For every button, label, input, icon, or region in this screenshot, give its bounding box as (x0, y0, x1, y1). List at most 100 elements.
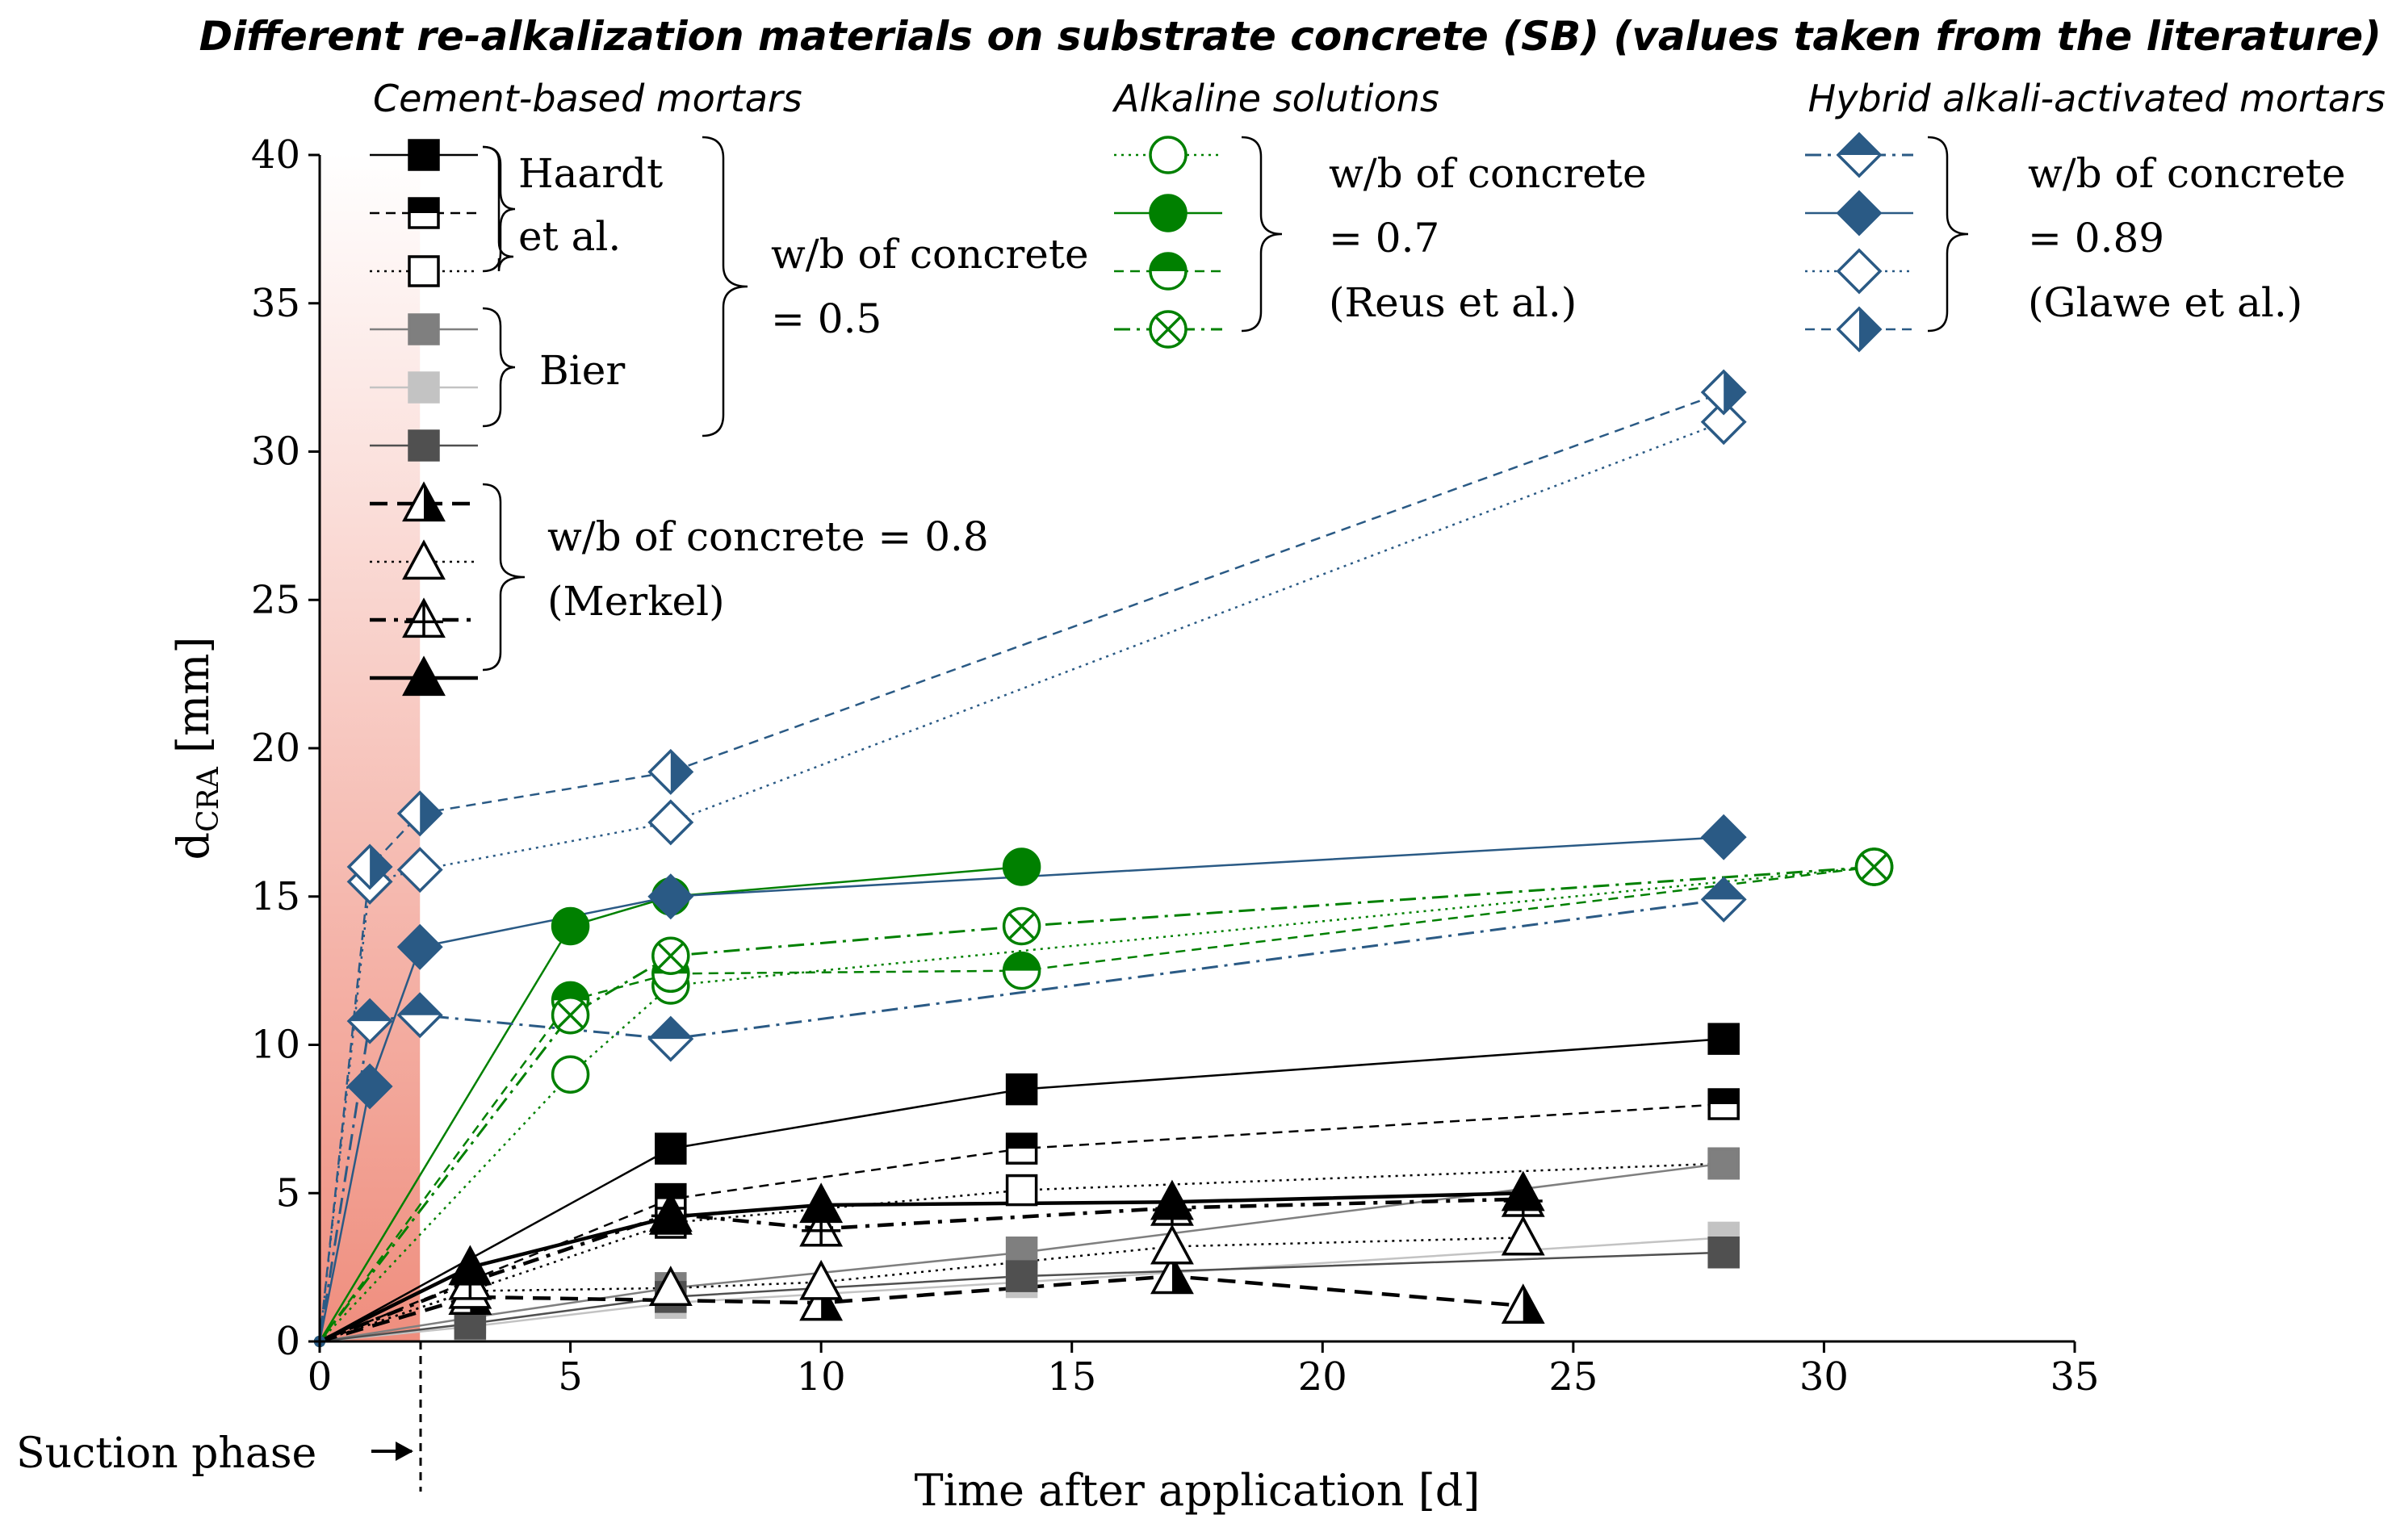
annotation-merkel-line2: (Merkel) (547, 578, 725, 625)
series-1-point (1005, 1073, 1038, 1106)
series-14-point (551, 996, 590, 1035)
legend-marker-cement-1 (408, 139, 440, 171)
series-line-7 (319, 1274, 1523, 1344)
legend-marker-cement-5 (408, 371, 440, 404)
series-12-point (1002, 847, 1041, 886)
series-11-point (551, 1055, 590, 1094)
legend-marker-cement-3 (408, 255, 440, 287)
series-8-point (1150, 1224, 1194, 1265)
x-tick-label: 30 (1799, 1354, 1849, 1400)
series-10-point (1150, 1179, 1194, 1220)
annotation-reus-line3: (Reus et al.) (1329, 279, 1577, 326)
series-14-point (1002, 906, 1041, 946)
y-tick-label: 5 (275, 1170, 300, 1216)
brace-bier (482, 307, 516, 428)
series-16-point (346, 1063, 393, 1110)
series-3-point (1005, 1174, 1038, 1207)
series-line-11 (319, 865, 1874, 1342)
legend-group-cement: Cement-based mortars (373, 77, 802, 120)
annotation-merkel-line1: w/b of concrete = 0.8 (547, 513, 989, 560)
series-line-8 (319, 1237, 1523, 1343)
y-tick-label: 10 (251, 1023, 300, 1068)
legend-marker-alkaline-1 (1149, 136, 1188, 174)
annotation-haardt-line2: et al. (518, 213, 621, 260)
x-tick-label: 35 (2050, 1354, 2099, 1400)
x-tick-label: 25 (1548, 1354, 1598, 1400)
legend-marker-alkaline-4 (1149, 310, 1188, 349)
series-14-point (651, 936, 690, 975)
legend-marker-alkaline-3 (1149, 252, 1188, 291)
series-8-point (1501, 1215, 1545, 1256)
y-tick-label: 30 (251, 429, 300, 475)
legend-marker-cement-7 (402, 481, 446, 522)
x-tick-label: 0 (308, 1354, 333, 1400)
chart-title: Different re-alkalization materials on s… (199, 13, 2381, 60)
legend-marker-alkaline-2 (1149, 194, 1188, 232)
legend-marker-cement-6 (408, 429, 440, 462)
series-17-point (1700, 399, 1747, 446)
annotation-glawe-line1: w/b of concrete (2028, 150, 2346, 197)
legend-marker-cement-2 (408, 197, 440, 229)
legend-marker-cement-10 (402, 655, 446, 697)
series-2-point (1707, 1088, 1740, 1120)
series-15-point (396, 992, 443, 1039)
brace-merkel (482, 483, 526, 672)
series-10-point (448, 1245, 492, 1286)
x-tick-label: 15 (1047, 1354, 1096, 1400)
series-17-point (396, 847, 443, 893)
series-15-point (346, 998, 393, 1044)
legend-marker-cement-9 (402, 597, 446, 638)
y-tick-label: 25 (251, 577, 300, 622)
series-8-point (648, 1266, 693, 1306)
annotation-reus-line1: w/b of concrete (1329, 150, 1647, 197)
annotation-wb05-line2: = 0.5 (771, 295, 882, 342)
series-10-point (799, 1182, 844, 1224)
series-line-12 (318, 865, 1022, 1342)
suction-phase-band (320, 153, 421, 1341)
brace-glawe (1927, 136, 1969, 333)
series-13-point (1002, 951, 1041, 990)
series-6-point (1707, 1237, 1740, 1269)
series-7-point (1501, 1283, 1545, 1324)
series-18-point (396, 790, 443, 837)
x-tick-label: 5 (558, 1354, 583, 1400)
annotation-wb05-line1: w/b of concrete (771, 231, 1089, 278)
x-axis-label: Time after application [d] (915, 1465, 1481, 1516)
series-line-15 (318, 898, 1724, 1342)
series-4-point (1707, 1147, 1740, 1180)
y-tick-label: 20 (251, 726, 300, 771)
legend-marker-cement-8 (402, 539, 446, 580)
series-line-2 (319, 1103, 1724, 1343)
series-6-point (1005, 1260, 1038, 1292)
braces (482, 136, 1969, 672)
series-18-point (346, 843, 393, 890)
series-1-point (1707, 1023, 1740, 1055)
series-2-point (1005, 1132, 1038, 1165)
series-16-point (647, 873, 694, 920)
annotation-haardt-line1: Haardt (518, 150, 663, 197)
legend (370, 132, 1913, 697)
series-line-14 (318, 865, 1874, 1342)
ticks-layer: 0 5 10 15 20 25 30 35 0 5 10 15 20 25 30 35 40 (251, 132, 2100, 1400)
legend-group-alkaline: Alkaline solutions (1112, 77, 1439, 120)
x-tick-label: 10 (797, 1354, 846, 1400)
series-10-point (648, 1194, 693, 1235)
annotation-bier: Bier (539, 347, 625, 394)
series-7-point (799, 1280, 844, 1321)
y-axis-label: dCRA [mm] (168, 637, 225, 860)
y-tick-label: 15 (251, 874, 300, 919)
annotation-glawe-line3: (Glawe et al.) (2028, 279, 2302, 326)
annotation-reus-line2: = 0.7 (1329, 215, 1439, 262)
brace-wb05 (702, 136, 748, 437)
series-line-1 (319, 1037, 1724, 1343)
series-line-13 (318, 865, 1874, 1342)
series-7-point (1150, 1253, 1194, 1295)
series-line-10 (319, 1191, 1523, 1344)
series-line-9 (319, 1197, 1523, 1344)
y-tick-label: 35 (251, 281, 300, 326)
series-15-point (1700, 876, 1747, 923)
legend-marker-hybrid-2 (1836, 190, 1883, 236)
annotation-glawe-line2: = 0.89 (2028, 215, 2164, 262)
axes (318, 155, 2075, 1343)
